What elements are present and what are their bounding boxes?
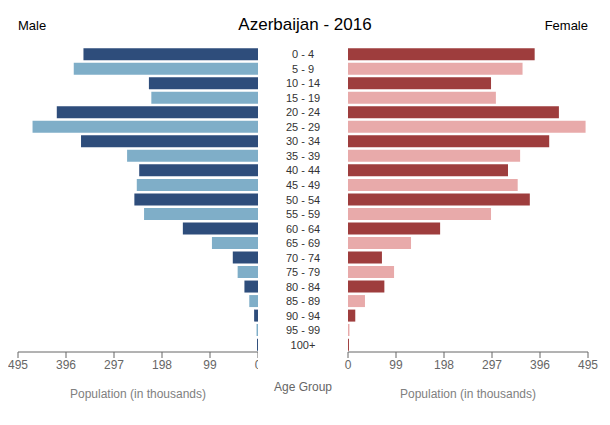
svg-text:297: 297 — [104, 358, 124, 372]
svg-text:Population (in thousands): Population (in thousands) — [70, 387, 206, 401]
svg-text:100+: 100+ — [291, 339, 316, 351]
svg-text:396: 396 — [56, 358, 76, 372]
svg-text:10 - 14: 10 - 14 — [286, 77, 320, 89]
svg-text:30 - 34: 30 - 34 — [286, 135, 320, 147]
svg-text:90 - 94: 90 - 94 — [286, 310, 320, 322]
svg-text:0: 0 — [345, 358, 352, 372]
svg-text:297: 297 — [482, 358, 502, 372]
svg-text:40 - 44: 40 - 44 — [286, 164, 320, 176]
svg-text:5 - 9: 5 - 9 — [292, 63, 314, 75]
svg-text:80 - 84: 80 - 84 — [286, 281, 320, 293]
svg-text:70 - 74: 70 - 74 — [286, 252, 320, 264]
svg-text:198: 198 — [434, 358, 454, 372]
html-text:Age Group: Age Group — [274, 380, 332, 394]
svg-text:495: 495 — [8, 358, 28, 372]
svg-text:85 - 89: 85 - 89 — [286, 295, 320, 307]
svg-text:60 - 64: 60 - 64 — [286, 223, 320, 235]
svg-text:75 - 79: 75 - 79 — [286, 266, 320, 278]
svg-text:25 - 29: 25 - 29 — [286, 121, 320, 133]
svg-text:396: 396 — [530, 358, 550, 372]
svg-text:55 - 59: 55 - 59 — [286, 208, 320, 220]
svg-text:35 - 39: 35 - 39 — [286, 150, 320, 162]
svg-text:0 - 4: 0 - 4 — [292, 48, 314, 60]
svg-text:495: 495 — [578, 358, 598, 372]
svg-text:15 - 19: 15 - 19 — [286, 92, 320, 104]
svg-text:198: 198 — [152, 358, 172, 372]
svg-text:0: 0 — [255, 358, 258, 372]
svg-text:Population (in thousands): Population (in thousands) — [400, 387, 536, 401]
svg-text:65 - 69: 65 - 69 — [286, 237, 320, 249]
svg-text:45 - 49: 45 - 49 — [286, 179, 320, 191]
html-text:Azerbaijan - 2016: Azerbaijan - 2016 — [238, 15, 372, 34]
svg-text:99: 99 — [389, 358, 403, 372]
svg-text:20 - 24: 20 - 24 — [286, 106, 320, 118]
svg-text:95 - 99: 95 - 99 — [286, 324, 320, 336]
svg-text:50 - 54: 50 - 54 — [286, 194, 320, 206]
svg-text:99: 99 — [203, 358, 217, 372]
html-text:Male: Male — [18, 17, 47, 33]
html-text:Female: Female — [544, 17, 588, 33]
